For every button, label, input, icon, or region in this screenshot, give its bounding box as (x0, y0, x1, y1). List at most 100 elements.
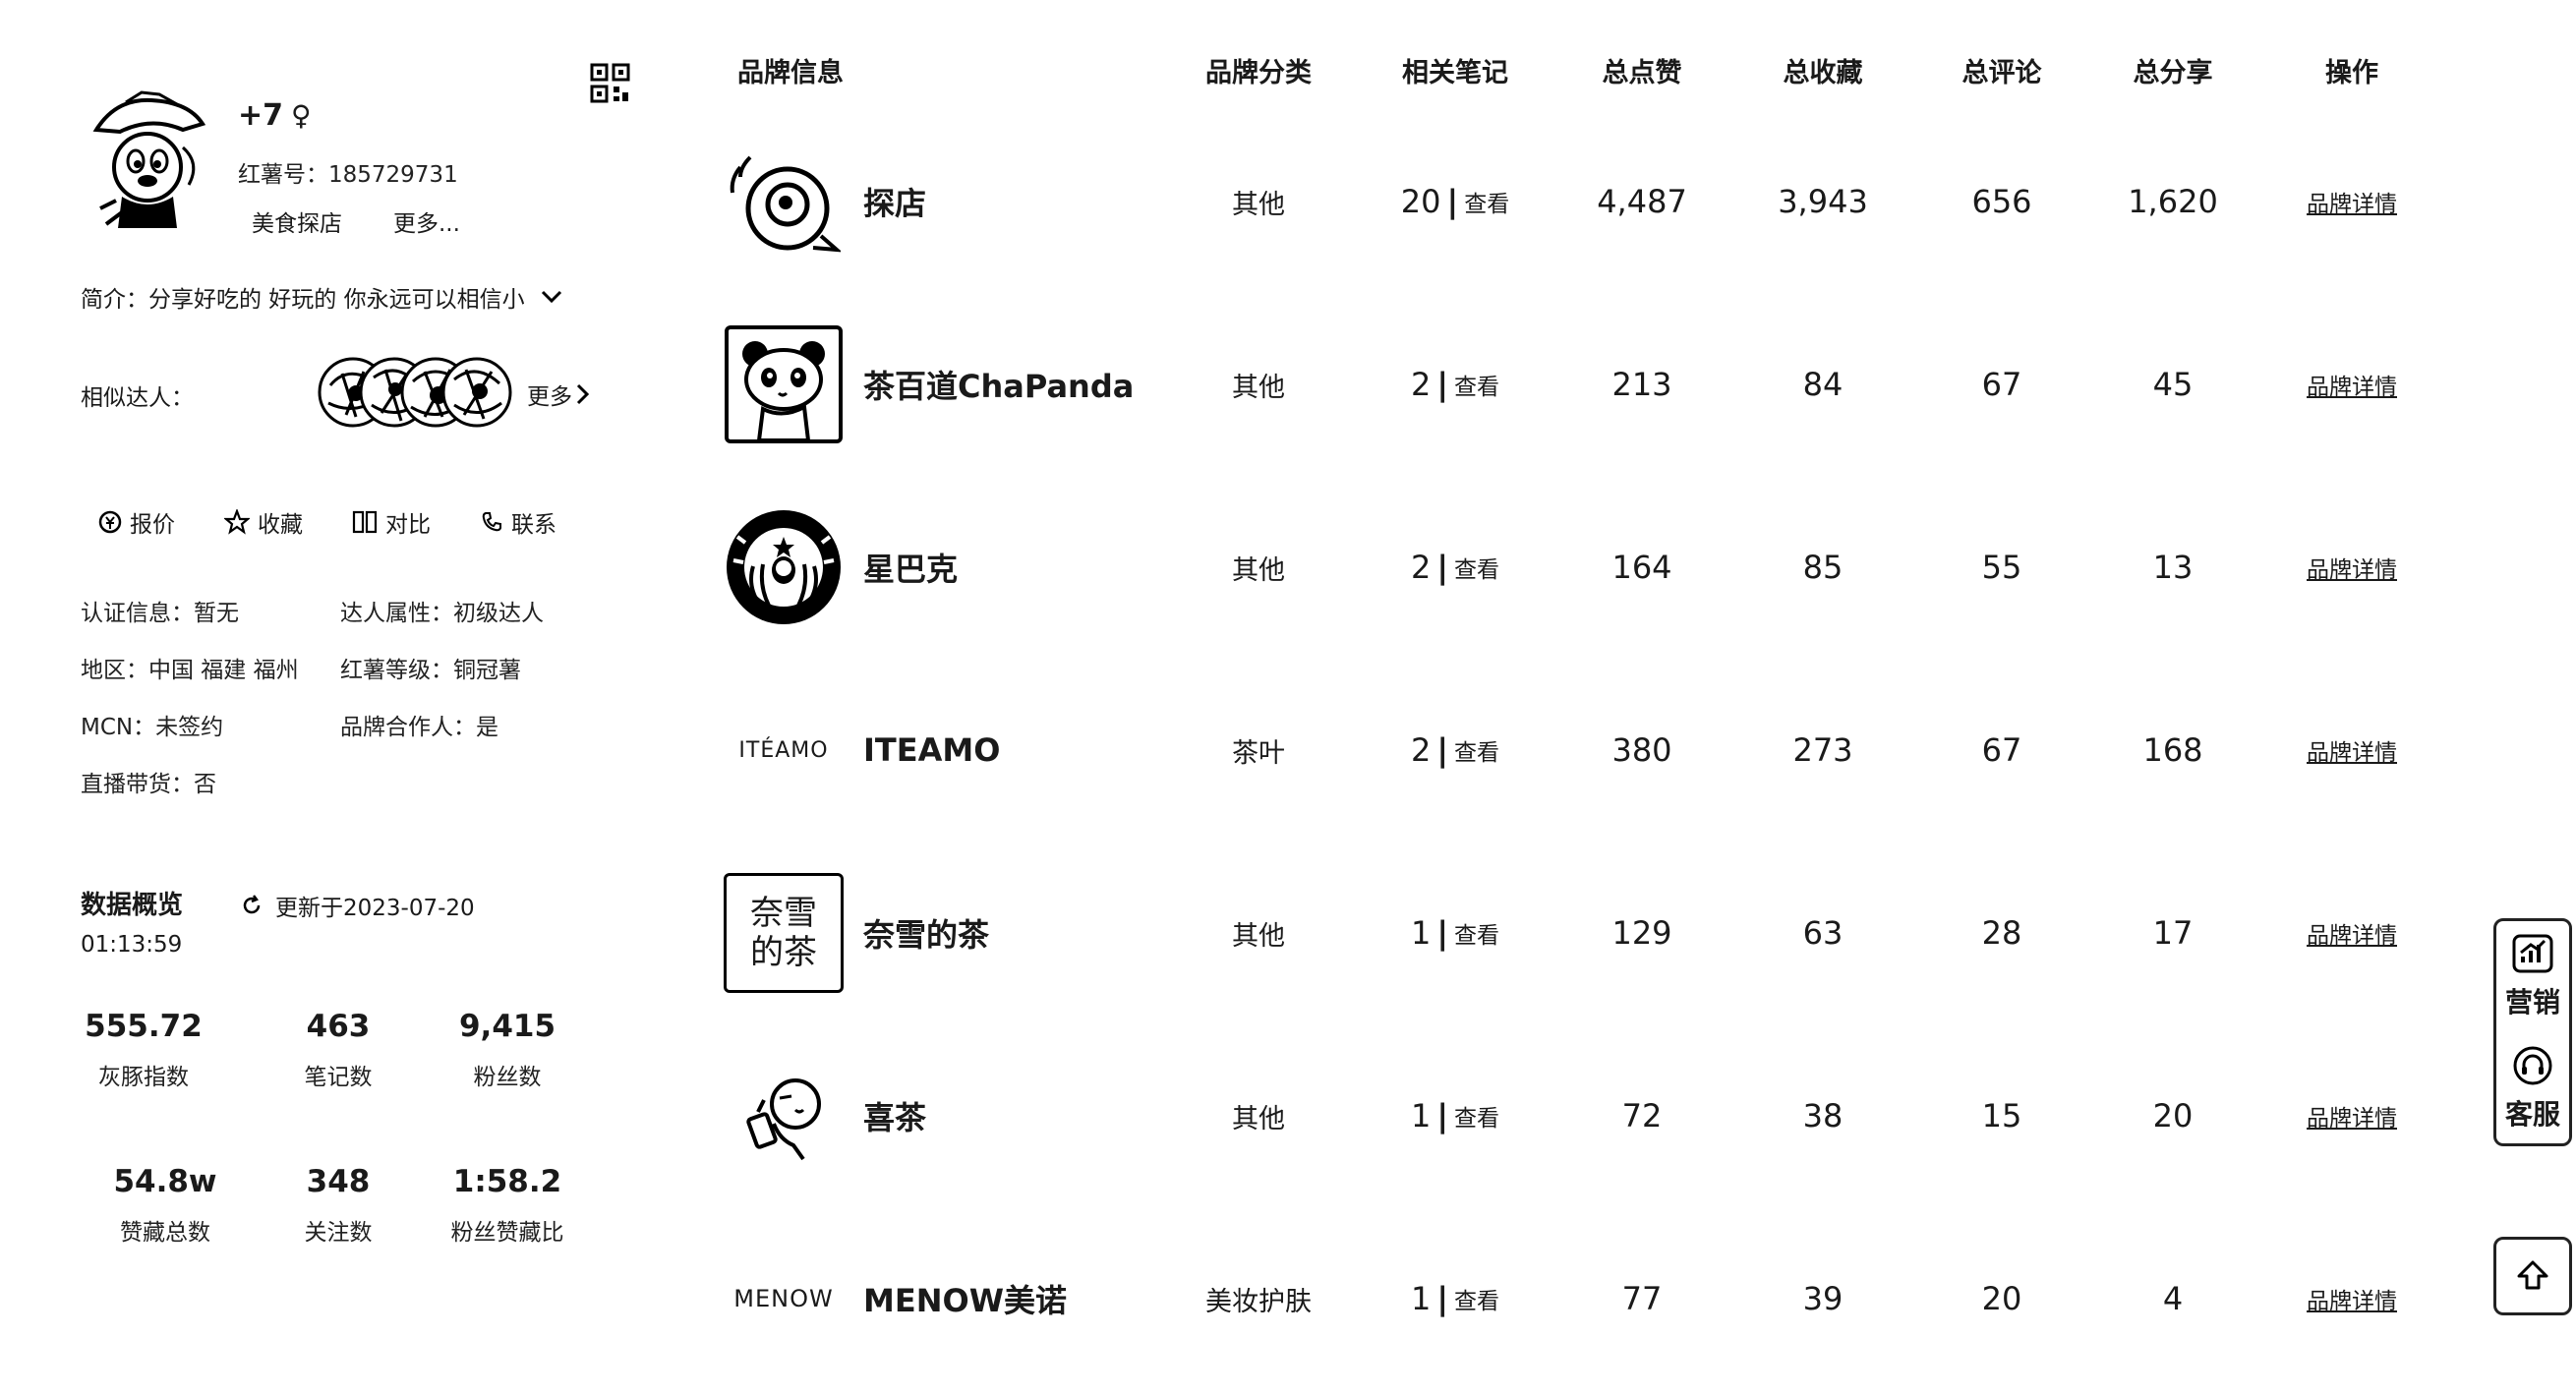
quote-button[interactable]: 报价 (98, 505, 175, 539)
table-row: ITÉAMO ITEAMO 茶叶 2 | 查看 380 273 67 168 品牌详… (708, 659, 2478, 842)
table-row: 喜茶 其他 1 | 查看 72 38 15 20 品牌详情 (708, 1024, 2478, 1207)
stat-likes-favs: 54.8w 赞藏总数 (77, 1164, 254, 1247)
back-to-top-button[interactable] (2493, 1237, 2572, 1315)
brand-logo[interactable] (724, 1056, 844, 1176)
refresh-icon[interactable] (240, 894, 263, 917)
total-comments: 67 (1981, 366, 2022, 403)
total-likes: 72 (1621, 1097, 1663, 1134)
brand-detail-link[interactable]: 品牌详情 (2307, 1106, 2397, 1132)
total-comments: 28 (1981, 914, 2022, 952)
related-notes: 1 | 查看 (1376, 1024, 1534, 1207)
arrow-up-icon (2517, 1260, 2548, 1290)
total-comments: 15 (1981, 1097, 2022, 1134)
stat-label: 关注数 (304, 1220, 373, 1246)
view-notes-link[interactable]: 查看 (1454, 740, 1500, 766)
total-shares: 168 (2142, 731, 2203, 769)
total-shares: 17 (2152, 914, 2194, 952)
total-favs: 38 (1802, 1097, 1844, 1134)
marketing-button[interactable]: 营销 (2496, 933, 2569, 1020)
camera-eye-icon (730, 155, 841, 253)
separator: | (1436, 1280, 1449, 1317)
table-row: MENOW MENOW美诺 美妆护肤 1 | 查看 77 39 20 4 品牌详情 (708, 1207, 2478, 1390)
header-comments: 总评论 (1961, 58, 2042, 88)
view-notes-link[interactable]: 查看 (1454, 1106, 1500, 1132)
panda-icon (725, 325, 843, 443)
brand-logo[interactable] (724, 142, 844, 262)
customer-service-button[interactable]: 客服 (2496, 1045, 2569, 1133)
talent-attr: 达人属性：初级达人 (340, 601, 544, 626)
contact-button[interactable]: 联系 (480, 505, 556, 539)
brand-detail-link[interactable]: 品牌详情 (2307, 375, 2397, 400)
brand-detail-link[interactable]: 品牌详情 (2307, 1289, 2397, 1314)
tag-food[interactable]: 美食探店 (252, 211, 342, 237)
view-notes-link[interactable]: 查看 (1454, 375, 1500, 400)
brand-logo[interactable]: MENOW (724, 1239, 844, 1359)
brand-detail-link[interactable]: 品牌详情 (2307, 740, 2397, 766)
stat-value: 54.8w (113, 1164, 217, 1199)
stat-following: 348 关注数 (250, 1164, 427, 1247)
brand-name[interactable]: 喜茶 (863, 1099, 927, 1136)
brand-detail-link[interactable]: 品牌详情 (2307, 923, 2397, 949)
tag-more[interactable]: 更多... (393, 211, 460, 237)
qr-code-icon[interactable] (590, 63, 631, 104)
favorite-button[interactable]: 收藏 (224, 505, 303, 539)
brand-logo[interactable] (724, 324, 844, 444)
total-shares: 4 (2162, 1280, 2184, 1317)
red-level: 红薯等级：铜冠薯 (340, 658, 521, 683)
service-label: 客服 (2504, 1098, 2560, 1131)
total-favs: 85 (1802, 549, 1844, 586)
brand-name[interactable]: 茶百道ChaPanda (863, 368, 1135, 405)
similar-avatars[interactable] (317, 356, 513, 429)
star-icon (224, 509, 250, 535)
brand-logo[interactable]: ITÉAMO (724, 690, 844, 810)
view-notes-link[interactable]: 查看 (1454, 923, 1500, 949)
stat-fan-ratio: 1:58.2 粉丝赞藏比 (419, 1164, 596, 1247)
total-likes: 213 (1611, 366, 1672, 403)
brand-name[interactable]: 探店 (863, 185, 927, 222)
table-row: 奈雪的茶 奈雪的茶 其他 1 | 查看 129 63 28 17 品牌详情 (708, 842, 2478, 1024)
avatar[interactable] (87, 90, 214, 236)
stat-value: 463 (306, 1009, 371, 1044)
compare-button[interactable]: 对比 (352, 505, 431, 539)
intro: 简介：分享好吃的 好玩的 你永远可以相信小 (81, 280, 562, 314)
similar-more-label: 更多 (527, 384, 572, 410)
total-favs: 3,943 (1778, 183, 1868, 220)
total-likes: 380 (1611, 731, 1672, 769)
notes-count: 1 (1410, 1097, 1432, 1134)
brand-name[interactable]: ITEAMO (863, 731, 1001, 769)
total-comments: 55 (1981, 549, 2022, 586)
table-row: 星巴克 其他 2 | 查看 164 85 55 13 品牌详情 (708, 476, 2478, 659)
profile-panel: +7 ♀ 红薯号：185729731 美食探店 更多... 简介：分享好吃的 好玩… (0, 0, 669, 1396)
brand-category: 其他 (1232, 372, 1285, 403)
table-row: 探店 其他 20 | 查看 4,487 3,943 656 1,620 品牌详情 (708, 110, 2478, 293)
total-favs: 39 (1802, 1280, 1844, 1317)
brand-name[interactable]: 奈雪的茶 (863, 916, 990, 954)
brand-detail-link[interactable]: 品牌详情 (2307, 557, 2397, 583)
chevron-down-icon[interactable] (541, 290, 562, 304)
header-brand-info: 品牌信息 (737, 58, 844, 88)
similar-more-link[interactable]: 更多 (527, 378, 590, 411)
brand-name[interactable]: MENOW美诺 (863, 1282, 1067, 1319)
brand-name[interactable]: 星巴克 (863, 551, 959, 588)
starbucks-icon (727, 510, 841, 624)
total-likes: 4,487 (1597, 183, 1687, 220)
view-notes-link[interactable]: 查看 (1464, 192, 1510, 217)
chevron-right-icon (576, 383, 590, 405)
favorite-label: 收藏 (258, 512, 303, 538)
marketing-label: 营销 (2504, 986, 2560, 1018)
total-shares: 1,620 (2128, 183, 2218, 220)
heytea-icon (746, 1078, 821, 1161)
brand-category: 茶叶 (1232, 737, 1285, 769)
view-notes-link[interactable]: 查看 (1454, 1289, 1500, 1314)
iteamo-logo-text: ITÉAMO (738, 737, 829, 763)
stat-index: 555.72 灰豚指数 (55, 1009, 232, 1091)
view-notes-link[interactable]: 查看 (1454, 557, 1500, 583)
brand-logo[interactable]: 奈雪的茶 (724, 873, 844, 993)
total-shares: 45 (2152, 366, 2194, 403)
brand-logo[interactable] (724, 507, 844, 627)
header-notes: 相关笔记 (1402, 58, 1508, 88)
intro-text: 简介：分享好吃的 好玩的 你永远可以相信小 (81, 287, 525, 313)
brand-detail-link[interactable]: 品牌详情 (2307, 192, 2397, 217)
notes-count: 20 (1400, 183, 1441, 220)
notes-count: 2 (1410, 731, 1432, 769)
